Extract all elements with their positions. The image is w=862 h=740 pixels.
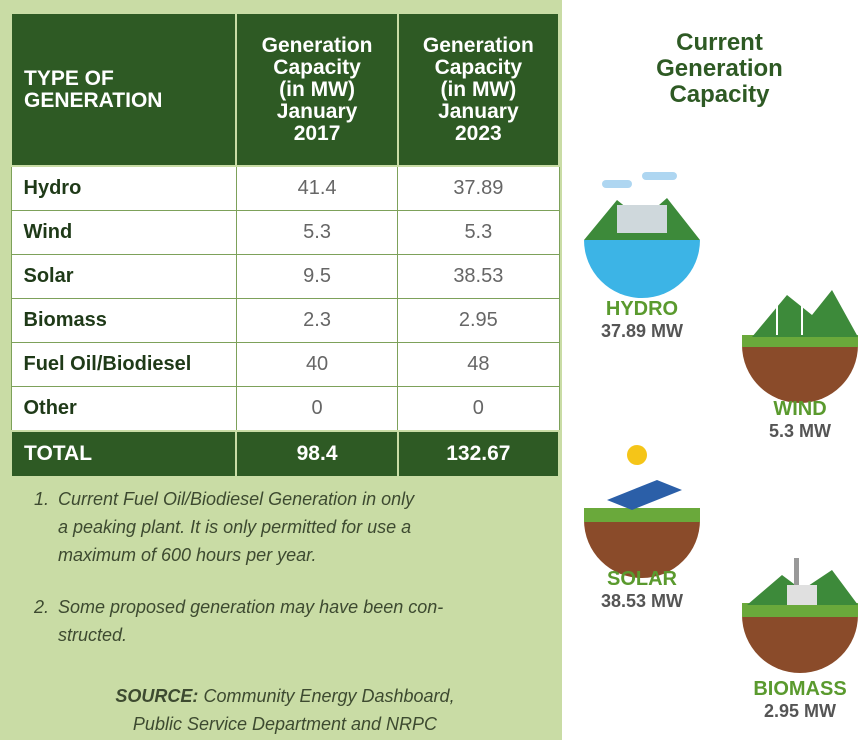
header-line: (in MW)	[279, 77, 355, 101]
item: SOLAR 38.53 MW	[562, 568, 722, 612]
note-line: maximum of 600 hours per year.	[58, 545, 317, 565]
header-line: (in MW)	[440, 77, 517, 101]
icons	[584, 172, 858, 673]
value-cell: 40	[235, 342, 399, 387]
header-line: Generation	[422, 33, 534, 57]
note: 1. Current Fuel Oil/Biodiesel Generation …	[34, 485, 414, 569]
item: HYDRO 37.89 MW	[562, 298, 722, 342]
label-cell: Hydro	[10, 165, 237, 211]
item-value: 5.3 MW	[768, 421, 831, 441]
note-number: 1.	[34, 489, 50, 509]
header-line: Capacity	[273, 55, 361, 79]
table-row: Solar 9.5 38.53	[10, 254, 560, 299]
item-name: WIND	[773, 398, 827, 420]
biomass-icon	[742, 558, 858, 673]
header-line: Capacity	[434, 55, 523, 79]
side-panel: Current Generation Capacity HYDRO 37.89 MW …	[562, 0, 862, 740]
value-cell: 48	[397, 342, 560, 387]
header-line: January	[276, 99, 358, 123]
source-line: Public Service Department and NRPC	[132, 714, 438, 734]
item-name: BIOMASS	[753, 678, 847, 700]
title-line: Current	[676, 29, 763, 56]
total-value: 132.67	[396, 430, 561, 478]
total-value: 98.4	[235, 430, 399, 478]
header-cell: TYPE OF GENERATION	[9, 12, 238, 167]
header-line: January	[438, 99, 519, 123]
item-value: 2.95 MW	[763, 701, 837, 721]
header-line: Generation	[261, 33, 373, 57]
value-cell: 5.3	[235, 210, 399, 255]
item: WIND 5.3 MW	[720, 398, 862, 442]
source-label: SOURCE:	[115, 686, 199, 706]
source-line: Community Energy Dashboard,	[203, 686, 455, 706]
title-line: Generation	[656, 55, 783, 82]
header-line: TYPE OF	[24, 66, 114, 90]
table-row: Hydro 41.4 37.89	[10, 165, 560, 211]
item-name: SOLAR	[607, 568, 677, 590]
value-cell: 5.3	[397, 210, 560, 255]
table-row: Biomass 2.3 2.95	[10, 298, 560, 343]
label-cell: Fuel Oil/Biodiesel	[10, 342, 237, 387]
header-line: 2023	[454, 121, 502, 145]
hydro-icon	[584, 172, 700, 298]
header-line: GENERATION	[24, 88, 163, 112]
label-cell: Biomass	[10, 298, 237, 343]
total-label: TOTAL	[9, 430, 238, 478]
header-cell: Generation Capacity (in MW) January 2017	[235, 12, 399, 167]
table-row: Other 0 0	[10, 386, 560, 432]
table-row: Fuel Oil/Biodiesel 40 48	[10, 342, 560, 387]
item-value: 37.89 MW	[600, 321, 684, 341]
note-line: a peaking plant. It is only permitted fo…	[58, 517, 412, 537]
value-cell: 37.89	[397, 165, 560, 211]
note-line: Current Fuel Oil/Biodiesel Generation in…	[58, 489, 415, 509]
note-number: 2.	[34, 597, 50, 617]
label-cell: Solar	[10, 254, 237, 299]
item-value: 38.53 MW	[600, 591, 684, 611]
value-cell: 41.4	[235, 165, 399, 211]
note: 2. Some proposed generation may have been…	[34, 593, 443, 649]
total-row: TOTAL 98.4 132.67	[9, 430, 561, 478]
value-cell: 38.53	[397, 254, 560, 299]
label-cell: Wind	[10, 210, 237, 255]
value-cell: 9.5	[235, 254, 399, 299]
value-cell: 0	[397, 386, 560, 432]
header-line: 2017	[293, 121, 341, 145]
generation-table: TYPE OF GENERATION Generation Capacity (in M…	[9, 12, 561, 478]
source: SOURCE: Community Energy Dashboard, Publi…	[10, 682, 560, 738]
header-cell: Generation Capacity (in MW) January 2023	[396, 12, 561, 167]
side-title: Current Generation Capacity	[562, 30, 862, 108]
item-name: HYDRO	[605, 298, 679, 320]
solar-icon	[584, 445, 700, 578]
value-cell: 2.95	[397, 298, 560, 343]
note-line: structed.	[58, 625, 128, 645]
table-row: Wind 5.3 5.3	[10, 210, 560, 255]
wind-icon	[742, 290, 858, 403]
value-cell: 0	[235, 386, 399, 432]
note-line: Some proposed generation may have been c…	[58, 597, 444, 617]
value-cell: 2.3	[235, 298, 399, 343]
item: BIOMASS 2.95 MW	[720, 678, 862, 722]
title-line: Capacity	[669, 81, 770, 108]
label-cell: Other	[10, 386, 237, 432]
